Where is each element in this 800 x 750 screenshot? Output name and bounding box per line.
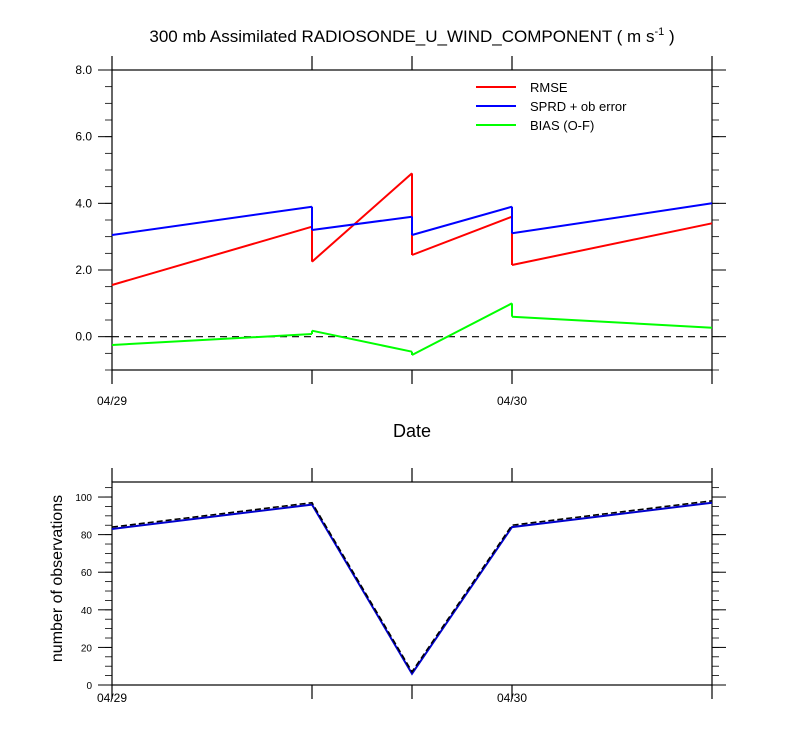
y-tick-label: 4.0 xyxy=(75,196,92,210)
legend-label: BIAS (O-F) xyxy=(530,118,594,133)
y-tick-label: 8.0 xyxy=(75,63,92,77)
y-axis-label: number of observations xyxy=(49,495,66,662)
y-tick-label: 0.0 xyxy=(75,330,92,344)
x-tick-label: 04/29 xyxy=(97,394,127,408)
x-tick-label: 04/30 xyxy=(497,394,527,408)
series-bias-o-f-segment xyxy=(111,333,313,346)
legend-label: SPRD + ob error xyxy=(530,99,627,114)
y-tick-label: 6.0 xyxy=(75,130,92,144)
series-sprd-ob-error-segment xyxy=(111,205,313,236)
series-bias-o-f-segment xyxy=(411,302,513,356)
y-tick-label: 80 xyxy=(81,531,93,542)
series-sprd-ob-error-segment xyxy=(411,205,513,236)
series-sprd-ob-error-segment xyxy=(311,215,413,231)
y-tick-label: 2.0 xyxy=(75,263,92,277)
y-tick-label: 40 xyxy=(81,606,93,617)
y-tick-label: 100 xyxy=(75,493,92,504)
y-tick-label: 0 xyxy=(86,681,92,692)
x-axis-label: Date xyxy=(393,421,431,441)
legend-label: RMSE xyxy=(530,80,568,95)
x-tick-label: 04/30 xyxy=(497,691,527,705)
series-sprd-ob-error-segment xyxy=(511,202,713,235)
series-bias-o-f-segment xyxy=(511,315,713,329)
x-tick-label: 04/29 xyxy=(97,691,127,705)
chart-title: 300 mb Assimilated RADIOSONDE_U_WIND_COM… xyxy=(149,26,674,46)
y-tick-label: 60 xyxy=(81,568,93,579)
series-rmse-segment xyxy=(311,172,413,263)
series-observations-assimilated-line xyxy=(111,501,713,676)
y-tick-label: 20 xyxy=(81,643,93,654)
series-rmse-segment xyxy=(411,215,513,256)
series-rmse-segment xyxy=(111,225,313,286)
series-observations-possible-line xyxy=(111,500,713,674)
series-rmse-segment xyxy=(511,222,713,266)
series-bias-o-f-segment xyxy=(311,329,413,353)
